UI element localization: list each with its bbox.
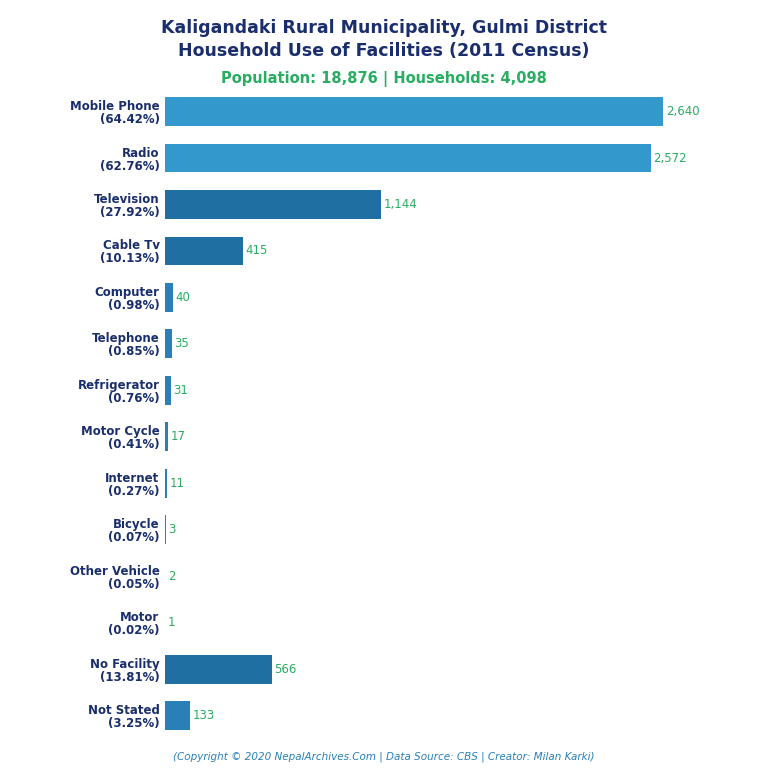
Text: (Copyright © 2020 NepalArchives.Com | Data Source: CBS | Creator: Milan Karki): (Copyright © 2020 NepalArchives.Com | Da… [174, 751, 594, 762]
Text: Kaligandaki Rural Municipality, Gulmi District: Kaligandaki Rural Municipality, Gulmi Di… [161, 19, 607, 37]
Bar [165, 283, 173, 312]
Text: 17: 17 [170, 430, 186, 443]
Text: 11: 11 [170, 477, 184, 490]
Text: 3: 3 [168, 523, 175, 536]
Text: 2,640: 2,640 [666, 105, 700, 118]
Bar [165, 329, 172, 359]
Text: Population: 18,876 | Households: 4,098: Population: 18,876 | Households: 4,098 [221, 71, 547, 87]
Text: 2,572: 2,572 [653, 151, 687, 164]
Bar [165, 376, 171, 405]
Bar [165, 701, 190, 730]
Text: Household Use of Facilities (2011 Census): Household Use of Facilities (2011 Census… [178, 42, 590, 60]
Text: 31: 31 [174, 384, 188, 397]
Bar [165, 97, 664, 126]
Text: 133: 133 [193, 709, 215, 722]
Bar [165, 422, 168, 452]
Text: 566: 566 [274, 663, 296, 676]
Bar [165, 468, 167, 498]
Bar [165, 190, 381, 219]
Bar [165, 654, 272, 684]
Text: 1: 1 [167, 616, 175, 629]
Bar [165, 144, 650, 173]
Text: 1,144: 1,144 [383, 198, 417, 211]
Bar [165, 237, 243, 266]
Text: 35: 35 [174, 337, 189, 350]
Text: 2: 2 [167, 570, 175, 583]
Text: 415: 415 [246, 244, 268, 257]
Text: 40: 40 [175, 291, 190, 304]
